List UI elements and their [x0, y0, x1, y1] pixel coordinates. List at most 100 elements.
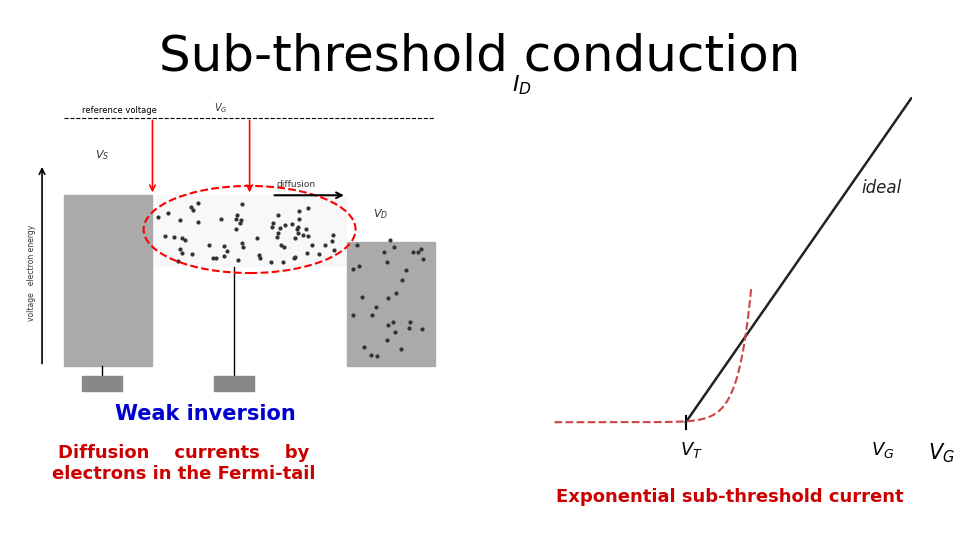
- Text: voltage   electron energy: voltage electron energy: [27, 225, 36, 321]
- Text: Diffusion    currents    by
electrons in the Fermi-tail: Diffusion currents by electrons in the F…: [52, 444, 315, 483]
- Point: [402, 318, 418, 326]
- Point: [273, 224, 288, 232]
- Point: [276, 242, 291, 251]
- Point: [370, 351, 385, 360]
- Point: [271, 211, 286, 220]
- Point: [229, 211, 245, 219]
- Point: [175, 248, 190, 257]
- Text: $V_D$: $V_D$: [373, 207, 389, 221]
- Point: [411, 247, 426, 256]
- Point: [324, 231, 340, 239]
- Point: [213, 214, 228, 223]
- Point: [317, 241, 332, 249]
- Point: [376, 248, 392, 256]
- Point: [388, 288, 403, 297]
- Point: [398, 265, 414, 274]
- Text: $V_G$: $V_G$: [871, 440, 895, 460]
- Point: [284, 220, 300, 229]
- Bar: [214, 376, 254, 391]
- Point: [380, 293, 396, 302]
- Text: $V_T$: $V_T$: [680, 440, 703, 460]
- Point: [233, 216, 249, 225]
- Point: [356, 343, 372, 352]
- Point: [273, 241, 288, 249]
- Point: [208, 254, 224, 262]
- Point: [287, 234, 302, 242]
- Text: $V_G$: $V_G$: [927, 442, 954, 465]
- Point: [288, 253, 303, 261]
- Text: Weak inversion: Weak inversion: [115, 404, 296, 424]
- Point: [292, 214, 307, 223]
- Point: [232, 219, 248, 227]
- Point: [235, 243, 251, 252]
- Point: [166, 232, 181, 241]
- Text: diffusion: diffusion: [276, 180, 315, 190]
- Point: [252, 254, 268, 263]
- Point: [266, 218, 281, 227]
- Point: [250, 234, 265, 243]
- Point: [205, 253, 221, 262]
- Point: [173, 216, 188, 225]
- Point: [170, 257, 185, 266]
- Point: [184, 250, 200, 259]
- Point: [295, 231, 310, 240]
- Point: [300, 232, 315, 240]
- Point: [230, 256, 246, 265]
- Point: [202, 240, 217, 249]
- Point: [151, 212, 166, 221]
- Point: [311, 249, 326, 258]
- Point: [216, 242, 231, 251]
- Text: Sub-threshold conduction: Sub-threshold conduction: [159, 32, 801, 80]
- Point: [157, 232, 173, 240]
- Point: [365, 310, 380, 319]
- Point: [351, 262, 367, 271]
- Point: [228, 215, 244, 224]
- Point: [387, 242, 402, 251]
- Point: [387, 328, 402, 336]
- Point: [177, 235, 192, 244]
- Point: [234, 239, 250, 247]
- Point: [291, 223, 306, 232]
- Point: [234, 200, 250, 208]
- Point: [349, 240, 365, 249]
- Point: [299, 225, 314, 233]
- Bar: [347, 242, 435, 366]
- Point: [369, 303, 384, 312]
- Point: [160, 209, 176, 218]
- Point: [346, 311, 361, 320]
- Point: [289, 225, 304, 234]
- Point: [401, 324, 417, 333]
- Text: $V_S$: $V_S$: [95, 148, 109, 162]
- Text: $I_D$: $I_D$: [512, 73, 532, 97]
- Bar: [153, 195, 347, 267]
- Point: [380, 258, 396, 266]
- Point: [276, 220, 292, 229]
- Point: [416, 255, 431, 264]
- Point: [270, 233, 285, 241]
- Point: [325, 246, 341, 255]
- Point: [394, 275, 409, 284]
- Point: [264, 258, 279, 267]
- Point: [345, 265, 360, 274]
- Point: [292, 206, 307, 215]
- Point: [190, 218, 205, 227]
- Point: [379, 336, 395, 345]
- Point: [413, 245, 428, 253]
- Bar: [82, 376, 122, 391]
- Point: [364, 350, 379, 359]
- Text: ideal: ideal: [861, 179, 901, 197]
- Point: [383, 235, 398, 244]
- Text: Exponential sub-threshold current: Exponential sub-threshold current: [556, 488, 903, 506]
- Point: [354, 293, 370, 301]
- Point: [299, 249, 314, 258]
- Point: [393, 345, 408, 353]
- Point: [324, 237, 340, 246]
- Point: [304, 240, 320, 249]
- Point: [276, 258, 291, 266]
- Point: [183, 203, 199, 212]
- Point: [414, 325, 429, 333]
- Point: [252, 251, 267, 259]
- Text: reference voltage: reference voltage: [82, 106, 156, 115]
- Point: [219, 247, 234, 255]
- Point: [270, 228, 285, 237]
